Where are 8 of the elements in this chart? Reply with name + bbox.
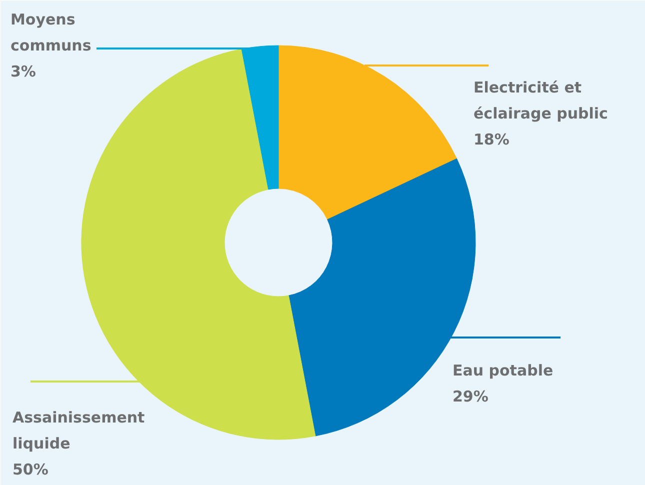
- data-label: 18%: [474, 130, 510, 149]
- data-label: 50%: [12, 460, 48, 479]
- slice-label: Eau potable: [452, 362, 554, 380]
- data-label: 29%: [452, 388, 488, 406]
- data-label: 3%: [10, 62, 36, 81]
- slice-label: Moyens communs: [10, 10, 92, 55]
- slice-label: Assainissement liquide: [12, 408, 145, 453]
- slice-label: Electricité et éclairage public: [474, 78, 608, 123]
